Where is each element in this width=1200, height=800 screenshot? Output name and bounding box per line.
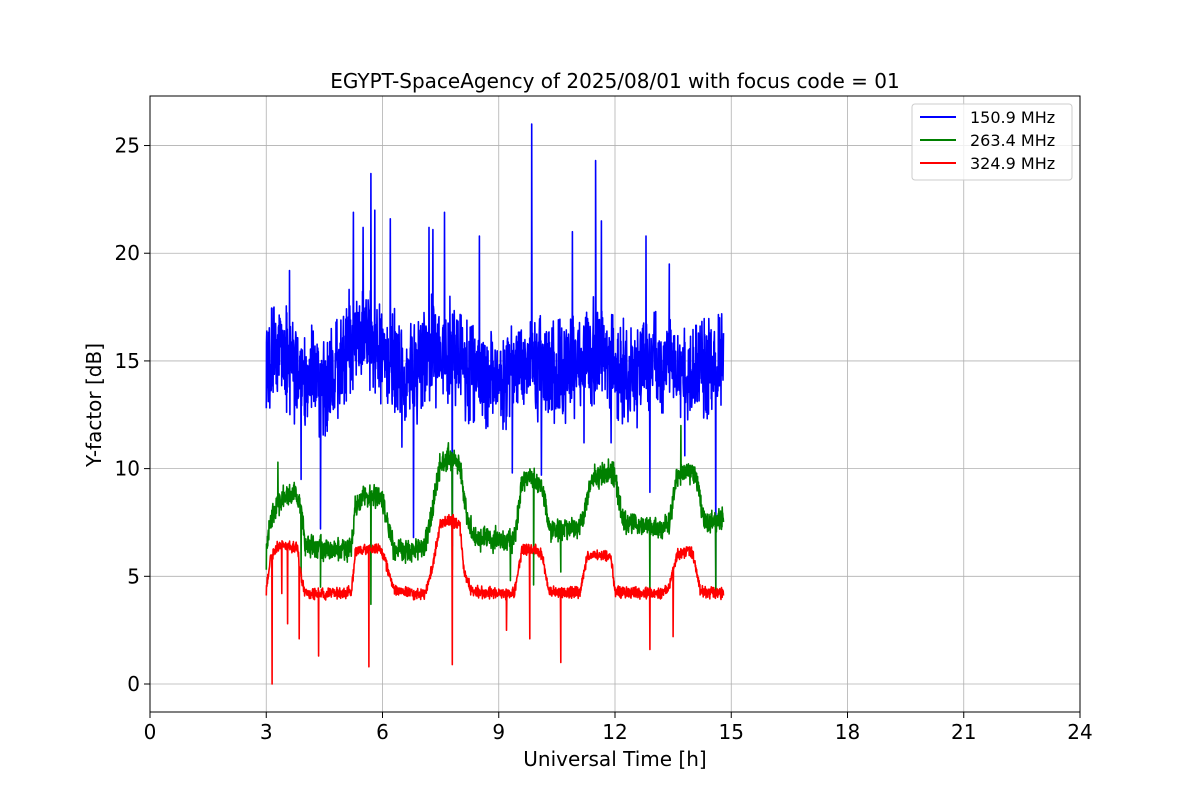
plot-lines xyxy=(265,123,725,685)
y-tick-label: 0 xyxy=(127,672,140,696)
y-tick-label: 25 xyxy=(115,134,140,158)
x-tick-label: 18 xyxy=(835,720,860,744)
chart-title: EGYPT-SpaceAgency of 2025/08/01 with foc… xyxy=(330,69,899,93)
x-tick-label: 24 xyxy=(1067,720,1092,744)
x-tick-label: 9 xyxy=(492,720,505,744)
y-tick-label: 20 xyxy=(115,241,140,265)
legend: 150.9 MHz 263.4 MHz 324.9 MHz xyxy=(911,103,1073,181)
x-tick-label: 21 xyxy=(951,720,976,744)
axis-ticks: 0 3 6 9 12 15 18 21 24 0 5 10 15 20 25 xyxy=(115,134,1093,744)
x-tick-label: 3 xyxy=(260,720,273,744)
x-tick-label: 0 xyxy=(144,720,157,744)
x-tick-label: 6 xyxy=(376,720,389,744)
series-line-2 xyxy=(265,424,725,606)
legend-box xyxy=(911,103,1073,181)
y-tick-label: 15 xyxy=(115,349,140,373)
series-line-1 xyxy=(265,123,725,588)
x-tick-label: 15 xyxy=(719,720,744,744)
y-tick-label: 10 xyxy=(115,457,140,481)
legend-label: 263.4 MHz xyxy=(970,131,1055,150)
legend-label: 150.9 MHz xyxy=(970,108,1055,127)
x-axis-label: Universal Time [h] xyxy=(523,747,706,771)
y-tick-label: 5 xyxy=(127,564,140,588)
series-line-3 xyxy=(265,513,725,685)
x-tick-label: 12 xyxy=(602,720,627,744)
legend-label: 324.9 MHz xyxy=(970,154,1055,173)
y-axis-label: Y-factor [dB] xyxy=(82,343,106,468)
